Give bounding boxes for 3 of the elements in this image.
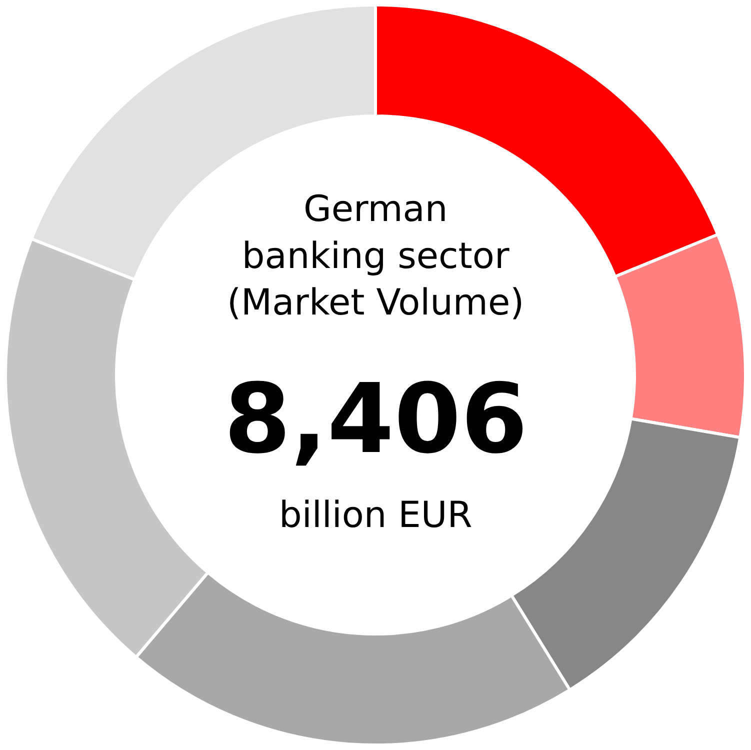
text: 8,406 — [224, 363, 528, 475]
text: German banking sector (Market Volume) — [227, 189, 524, 324]
text: billion EUR — [279, 495, 472, 536]
